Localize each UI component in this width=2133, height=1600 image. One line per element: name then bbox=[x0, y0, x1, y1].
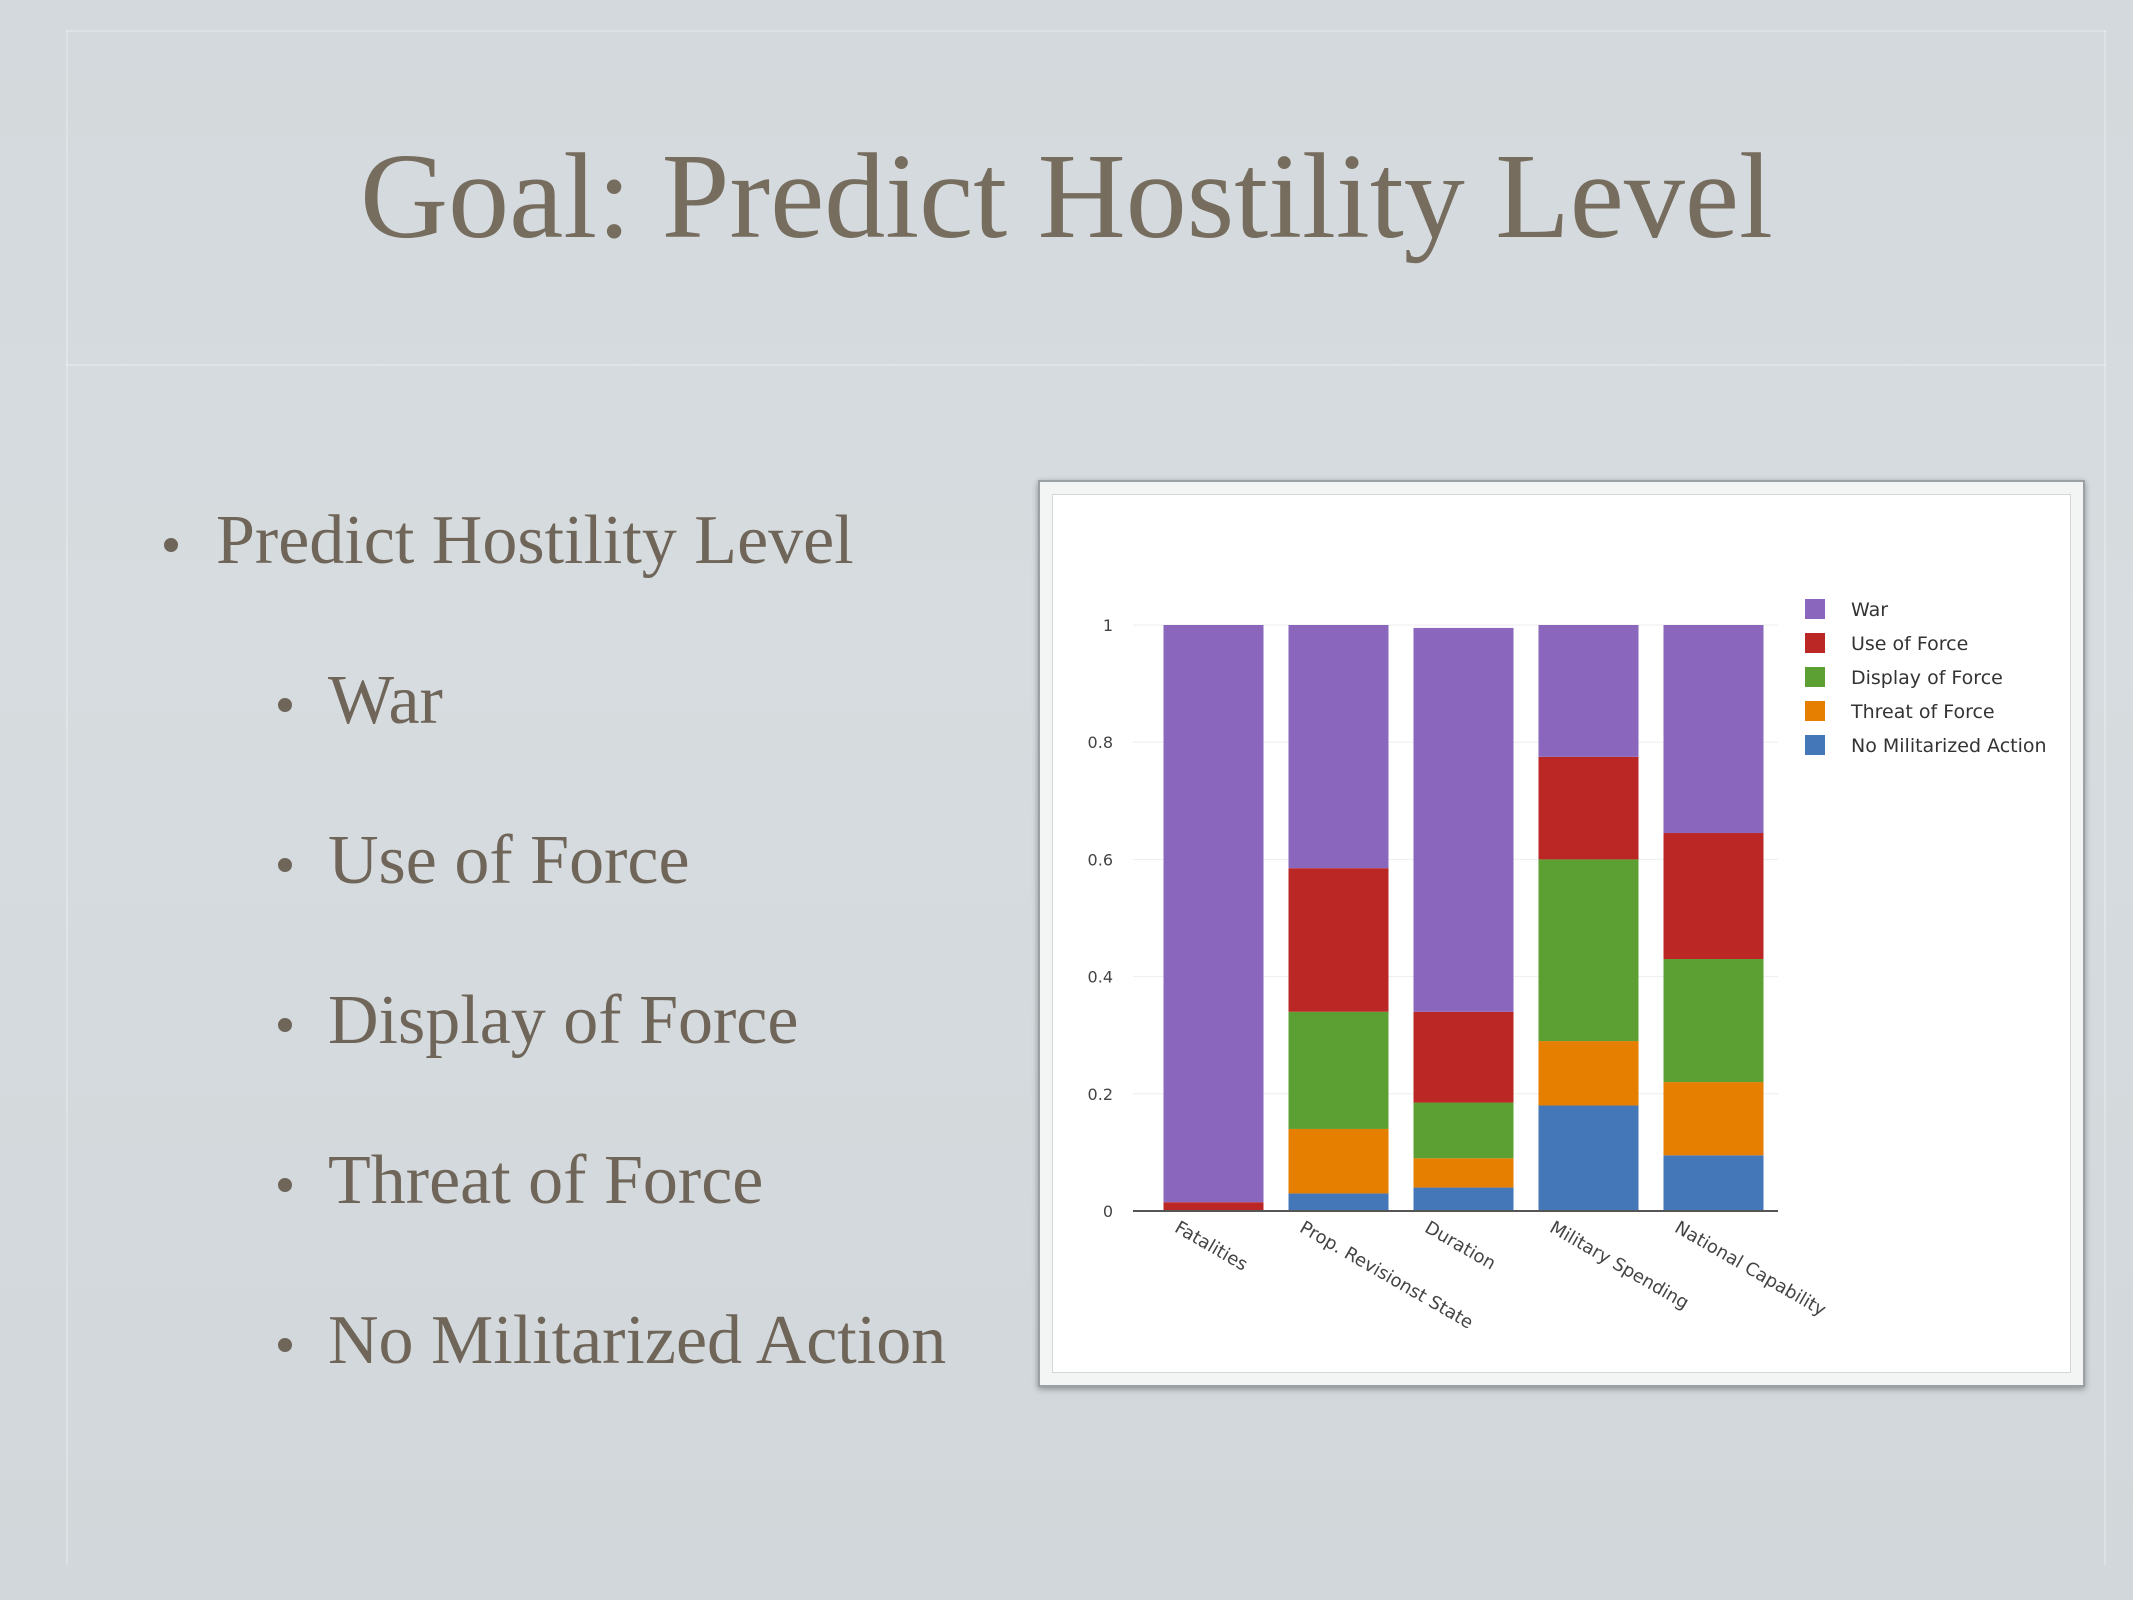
legend-swatch bbox=[1805, 701, 1825, 721]
title-divider bbox=[66, 364, 2106, 366]
bullet-dot-icon bbox=[278, 858, 292, 872]
bullet-text: Threat of Force bbox=[328, 1142, 764, 1219]
bar-segment bbox=[1538, 1105, 1639, 1211]
chart-card: 0 0.2 0.4 0.6 0.8 1 Fatalities Prop. Revisionst… bbox=[1038, 480, 2085, 1387]
legend-label: Use of Force bbox=[1851, 633, 1968, 655]
bar-segment bbox=[1288, 1128, 1389, 1194]
legend-swatch bbox=[1805, 599, 1825, 619]
x-tick-label: Fatalities bbox=[1171, 1217, 1251, 1275]
slide-title: Goal: Predict Hostility Level bbox=[360, 129, 1773, 264]
chart-area: 0 0.2 0.4 0.6 0.8 1 Fatalities Prop. Revisionst… bbox=[1052, 494, 2071, 1373]
bar-segment bbox=[1538, 1041, 1639, 1106]
bar-segment bbox=[1663, 833, 1764, 960]
x-tick-label: Military Spending bbox=[1546, 1217, 1692, 1314]
bullet-dot-icon bbox=[164, 538, 178, 552]
bullet-text: No Militarized Action bbox=[328, 1302, 947, 1379]
bullet-item: Threat of Force bbox=[278, 1146, 763, 1216]
bar-segment bbox=[1538, 756, 1639, 860]
bullet-item: No Militarized Action bbox=[278, 1306, 946, 1376]
frame-right bbox=[2104, 30, 2106, 1565]
bar-segment bbox=[1413, 1187, 1514, 1211]
legend-label: No Militarized Action bbox=[1851, 735, 2047, 757]
bullet-item: Use of Force bbox=[278, 826, 690, 896]
bullet-dot-icon bbox=[278, 1178, 292, 1192]
bar-segment bbox=[1663, 625, 1764, 834]
bullet-dot-icon bbox=[278, 1018, 292, 1032]
x-tick-label: Duration bbox=[1421, 1217, 1499, 1274]
bullet-text: Predict Hostility Level bbox=[216, 502, 854, 579]
legend-label: War bbox=[1851, 599, 1888, 621]
bullet-dot-icon bbox=[278, 698, 292, 712]
bar-segment bbox=[1413, 1158, 1514, 1188]
bar-segment bbox=[1413, 627, 1514, 1012]
legend-swatch bbox=[1805, 667, 1825, 687]
bar-segment bbox=[1288, 1193, 1389, 1211]
bar-segment bbox=[1538, 625, 1639, 757]
bar-segment bbox=[1288, 868, 1389, 1012]
frame-top bbox=[66, 30, 2106, 32]
bar-segment bbox=[1663, 1155, 1764, 1211]
bullet-item: War bbox=[278, 666, 443, 736]
y-tick-label: 0.8 bbox=[1088, 733, 1113, 752]
y-tick-label: 1 bbox=[1103, 616, 1113, 635]
y-tick-label: 0.4 bbox=[1088, 968, 1113, 987]
frame-left bbox=[66, 30, 68, 1565]
y-tick-label: 0.2 bbox=[1088, 1085, 1113, 1104]
bullet-text: Display of Force bbox=[328, 982, 799, 1059]
legend-label: Threat of Force bbox=[1850, 701, 1995, 723]
bullet-dot-icon bbox=[278, 1338, 292, 1352]
bar-segment bbox=[1163, 1202, 1264, 1211]
legend-label: Display of Force bbox=[1851, 667, 2003, 689]
bullet-text: Use of Force bbox=[328, 822, 690, 899]
x-tick-label: National Capability bbox=[1671, 1217, 1830, 1321]
bar-segment bbox=[1288, 625, 1389, 869]
bar-segment bbox=[1163, 625, 1264, 1203]
bar-segment bbox=[1288, 1011, 1389, 1129]
legend-swatch bbox=[1805, 633, 1825, 653]
y-tick-label: 0 bbox=[1103, 1202, 1113, 1221]
bar-segment bbox=[1663, 1082, 1764, 1156]
y-tick-label: 0.6 bbox=[1088, 850, 1113, 869]
bullet-item: Display of Force bbox=[278, 986, 798, 1056]
legend-swatch bbox=[1805, 735, 1825, 755]
bullet-item: Predict Hostility Level bbox=[164, 506, 854, 576]
bar-segment bbox=[1413, 1011, 1514, 1103]
bar-segment bbox=[1413, 1102, 1514, 1159]
bullet-text: War bbox=[328, 662, 443, 739]
bar-segment bbox=[1538, 859, 1639, 1042]
bar-segment bbox=[1663, 959, 1764, 1083]
